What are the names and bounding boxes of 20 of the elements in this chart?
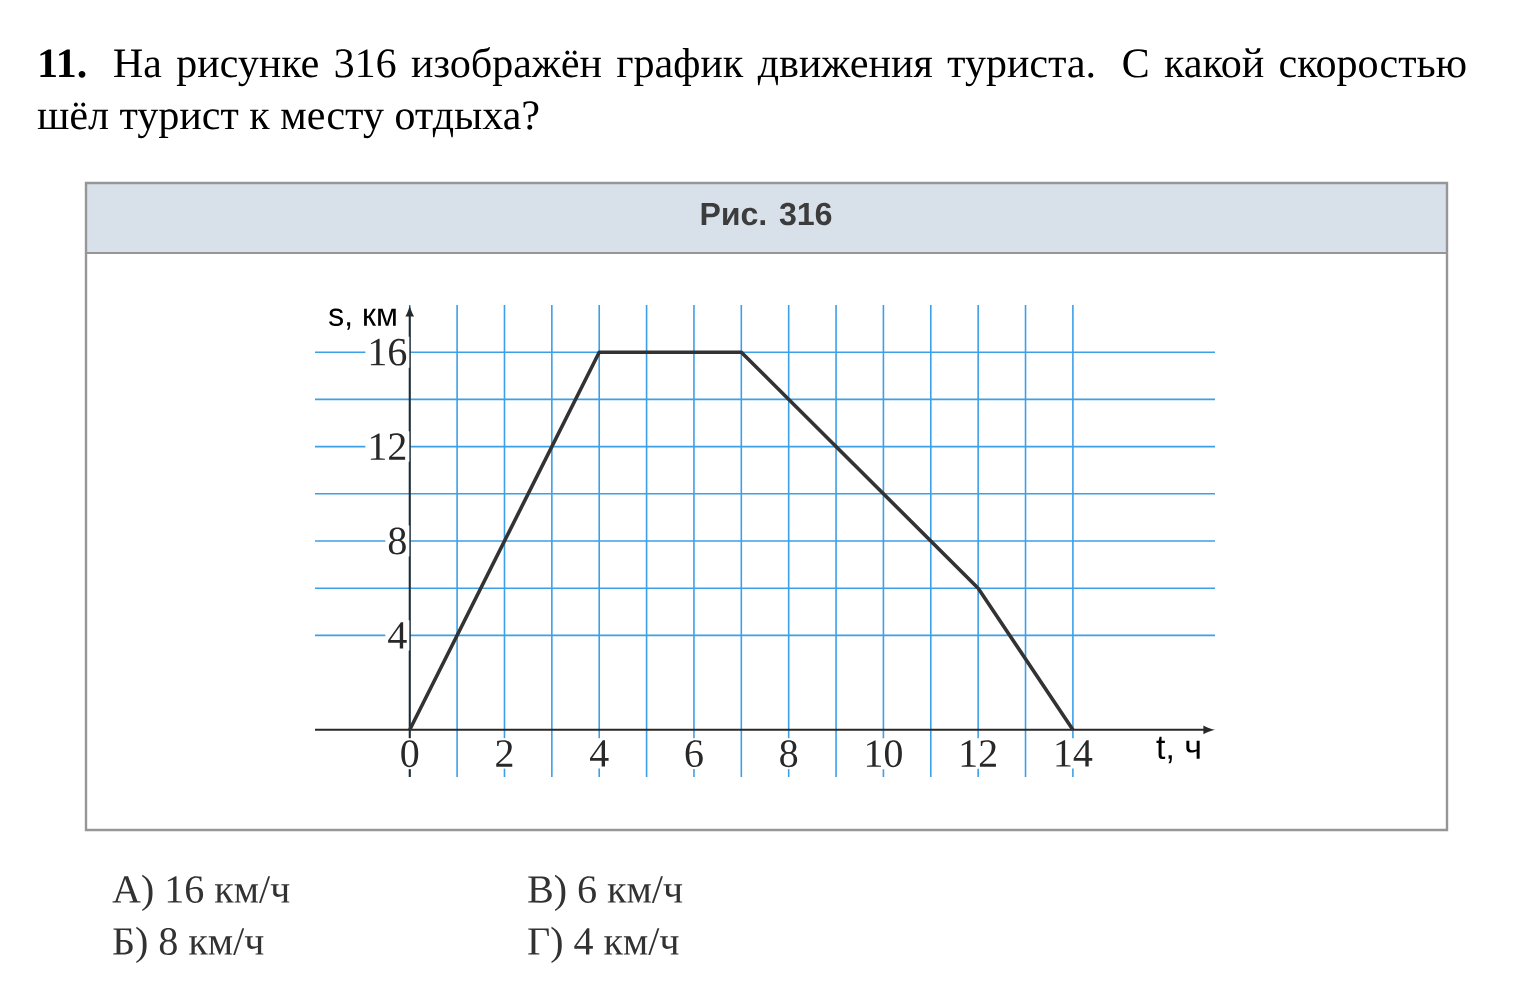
x-axis-title: t, ч — [1156, 736, 1200, 764]
x-tick-label: 12 — [961, 740, 996, 767]
text: Г) 4 км/ч — [528, 926, 679, 964]
x-tick-label: 8 — [780, 740, 798, 768]
text: А) 16 км/ч — [112, 874, 290, 912]
y-tick-label: 4 — [388, 622, 407, 649]
chart-title: 11. На рисунке 316 изображён график движения туриста. С какой скоростью шёл турист к месту отдыха? — [37, 47, 1466, 139]
text: Б) 8 км/ч — [113, 926, 264, 964]
x-tick-label: 2 — [496, 740, 513, 767]
y-tick-label: 16 — [370, 338, 407, 366]
x-tick-label: 14 — [1056, 740, 1093, 767]
y-tick-label: 8 — [388, 527, 406, 555]
x-tick-label: 4 — [590, 740, 609, 767]
text: В) 6 км/ч — [528, 874, 683, 912]
x-tick-label: 10 — [866, 740, 902, 768]
x-tick-label: 6 — [685, 740, 703, 768]
chart-subtitle: Рис. 316 — [701, 202, 832, 226]
x-tick-label: 0 — [401, 740, 419, 768]
y-axis-title: s, км — [329, 308, 396, 330]
y-tick-label: 12 — [370, 433, 406, 460]
